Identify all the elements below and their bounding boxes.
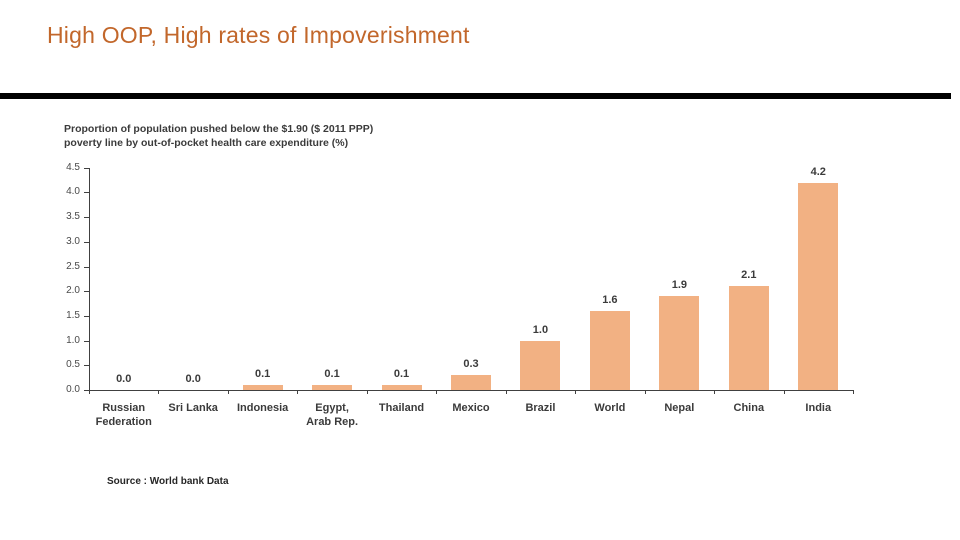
chart-title: Proportion of population pushed below th… [64,123,374,149]
y-tick [84,241,89,243]
x-tick [575,390,577,394]
page-title: High OOP, High rates of Impoverishment [47,22,470,48]
category-label: Thailand [378,402,425,414]
category-label: Egypt, Arab Rep. [306,402,359,429]
x-tick [714,390,716,394]
bar-value-label: 0.0 [185,373,201,385]
x-tick [783,390,785,394]
y-tick [84,291,89,293]
bar [242,385,283,390]
bar [520,341,561,390]
x-tick [227,390,229,394]
title-divider [0,93,951,99]
y-tick-label: 0.0 [66,384,80,395]
bar-value-label: 0.3 [463,358,479,370]
source-note: Source : World bank Data [107,476,229,487]
category-label: Mexico [452,402,490,414]
x-tick [853,390,854,394]
bar [451,375,491,390]
y-tick [84,266,89,268]
category-label: India [805,402,832,414]
bar-value-label: 0.1 [324,368,340,380]
y-tick-label: 3.0 [66,235,80,247]
y-tick-label: 1.5 [66,309,80,321]
x-tick [644,390,646,394]
y-tick-label: 1.0 [66,334,80,346]
y-tick-label: 0.5 [66,359,80,371]
bar [798,183,839,390]
x-tick [366,390,368,394]
bar-value-label: 1.9 [671,279,687,291]
x-tick [505,390,507,394]
y-tick-label: 4.0 [66,186,80,198]
y-tick [84,167,89,169]
category-label: Brazil [525,402,556,414]
bar [589,311,630,390]
category-label: Indonesia [236,402,289,414]
y-tick [84,390,89,391]
bar [728,286,769,390]
y-tick [84,217,89,219]
bar-value-label: 0.1 [254,368,271,380]
y-tick-label: 2.0 [66,285,80,297]
x-tick [89,390,90,394]
bar-value-label: 0.1 [393,368,410,380]
y-tick-label: 4.5 [66,161,80,173]
y-tick [84,340,89,342]
bar [312,385,353,390]
y-tick-label: 2.5 [66,260,80,272]
bar-value-label: 2.1 [741,269,757,281]
category-label: China [733,402,765,414]
bar-value-label: 1.0 [532,324,549,336]
bar-value-label: 1.6 [602,294,618,306]
y-axis-line [89,167,90,390]
bar-value-label: 0.0 [116,373,132,385]
x-axis-line [89,390,854,391]
y-tick [84,192,89,194]
x-tick [158,390,160,394]
bar-value-label: 4.2 [810,166,826,178]
y-tick-label: 3.5 [66,211,80,223]
bar [381,385,422,390]
y-tick [84,365,89,367]
x-tick [436,390,438,394]
category-label: World [594,402,626,414]
category-label: Nepal [664,402,695,414]
bar [659,296,700,390]
category-label: Sri Lanka [168,402,218,414]
y-tick [84,315,89,317]
x-tick [297,390,299,394]
category-label: Russian Federation [95,402,152,429]
